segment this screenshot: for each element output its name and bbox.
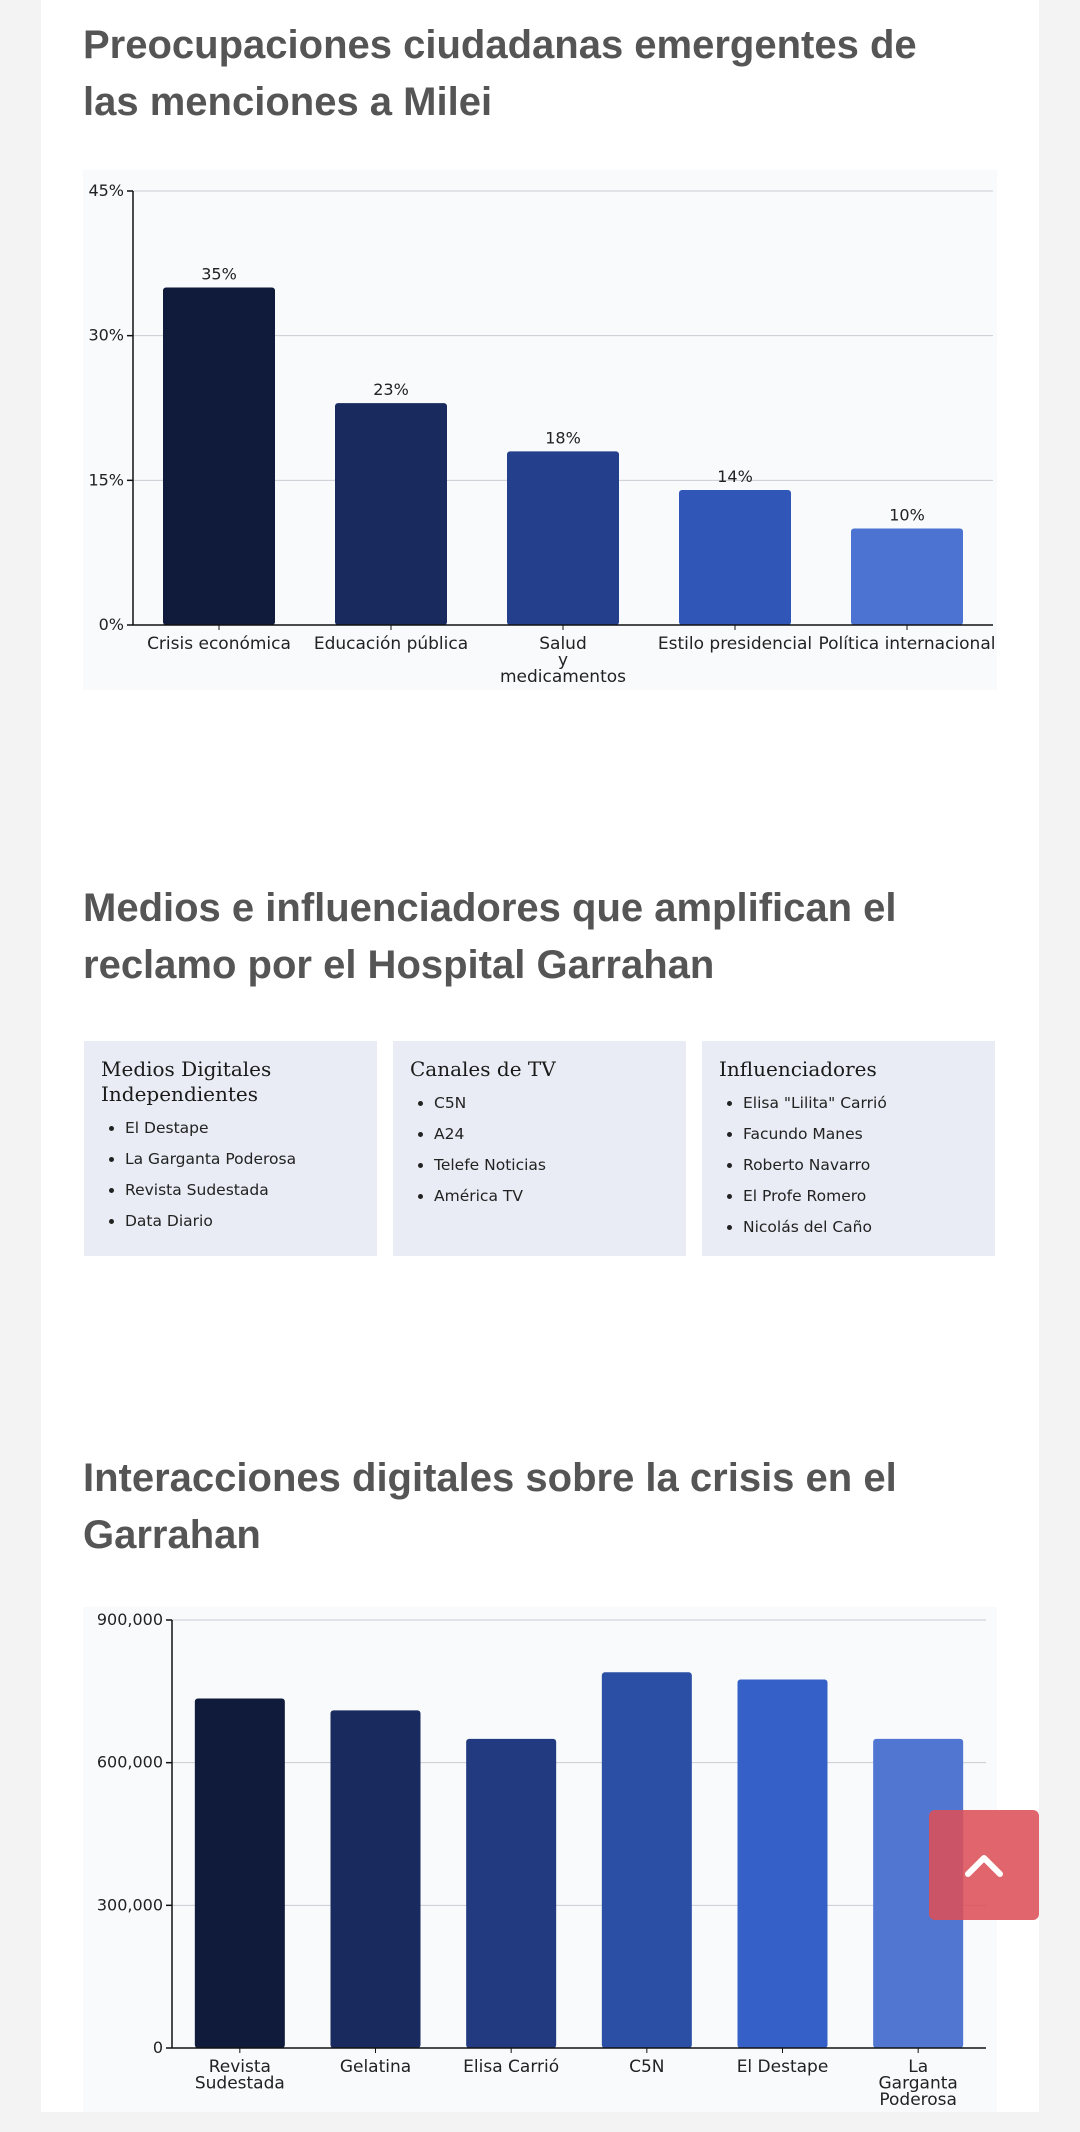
list-item: Roberto Navarro xyxy=(743,1150,979,1181)
y-tick-label: 0% xyxy=(99,615,124,634)
x-tick-label: Elisa Carrió xyxy=(463,2057,559,2077)
list-item: Revista Sudestada xyxy=(125,1175,361,1206)
x-tick-label: Revista xyxy=(209,2057,271,2077)
bar xyxy=(737,1679,828,2048)
card-title: Medios Digitales Independientes xyxy=(101,1057,272,1106)
bar xyxy=(330,1710,421,2048)
list-item: A24 xyxy=(434,1119,670,1150)
bar xyxy=(163,287,275,625)
x-tick-label: C5N xyxy=(629,2057,664,2077)
list-item: El Profe Romero xyxy=(743,1181,979,1212)
bar xyxy=(679,489,791,625)
list-item: Elisa "Lilita" Carrió xyxy=(743,1088,979,1119)
section-title-concerns: Preocupaciones ciudadanas emergentes de … xyxy=(83,23,917,124)
bar xyxy=(851,528,963,625)
x-tick-label: Política internacional xyxy=(819,634,996,654)
data-label: 35% xyxy=(201,264,237,283)
x-tick-label: Salud xyxy=(539,634,587,654)
list-item: América TV xyxy=(434,1181,670,1212)
y-tick-label: 600,000 xyxy=(97,1753,163,1772)
section-title-media: Medios e influenciadores que amplifican … xyxy=(83,886,897,987)
x-tick-label: Poderosa xyxy=(879,2090,957,2110)
card-list: C5N A24 Telefe Noticias América TV xyxy=(410,1088,670,1212)
x-tick-label: Sudestada xyxy=(195,2074,285,2094)
card-list: Elisa "Lilita" Carrió Facundo Manes Robe… xyxy=(719,1088,979,1243)
data-label: 23% xyxy=(373,380,409,399)
list-item: Data Diario xyxy=(125,1206,361,1237)
interactions-chart: Revista Sudestada Gelatina Elisa Carrió C5N E… xyxy=(83,1607,997,2112)
chevron-up-icon xyxy=(965,1855,1003,1877)
list-item: La Garganta Poderosa xyxy=(125,1144,361,1175)
list-item: Facundo Manes xyxy=(743,1119,979,1150)
x-tick-label: medicamentos xyxy=(500,667,626,687)
x-tick-label: y xyxy=(558,651,568,671)
list-item: Telefe Noticias xyxy=(434,1150,670,1181)
list-item: El Destape xyxy=(125,1113,361,1144)
section-title-interactions: Interacciones digitales sobre la crisis … xyxy=(83,1456,897,1557)
list-item: C5N xyxy=(434,1088,670,1119)
data-label: 18% xyxy=(545,428,581,447)
x-tick-label: Estilo presidencial xyxy=(658,634,812,654)
card-influencers: Influenciadores Elisa "Lilita" Carrió Fa… xyxy=(702,1041,995,1256)
y-tick-label: 300,000 xyxy=(97,1895,163,1914)
y-tick-label: 45% xyxy=(88,181,124,200)
card-list: El Destape La Garganta Poderosa Revista … xyxy=(101,1113,361,1237)
bar xyxy=(601,1672,692,2048)
card-digital-media: Medios Digitales Independientes El Desta… xyxy=(84,1041,377,1256)
y-tick-label: 30% xyxy=(88,326,124,345)
card-title: Canales de TV xyxy=(410,1057,556,1081)
y-tick-label: 0 xyxy=(153,2038,163,2057)
list-item: Nicolás del Caño xyxy=(743,1212,979,1243)
page-content: Preocupaciones ciudadanas emergentes de … xyxy=(41,0,1039,2112)
x-tick-label: El Destape xyxy=(737,2057,829,2077)
card-tv-channels: Canales de TV C5N A24 Telefe Noticias Am… xyxy=(393,1041,686,1256)
scroll-to-top-button[interactable] xyxy=(929,1810,1039,1920)
bar xyxy=(466,1738,557,2048)
x-tick-label: La xyxy=(908,2057,928,2077)
x-tick-label: Gelatina xyxy=(340,2057,411,2077)
data-label: 10% xyxy=(889,506,925,525)
y-tick-label: 15% xyxy=(88,470,124,489)
x-tick-label: Garganta xyxy=(878,2074,957,2094)
bar xyxy=(507,451,619,625)
concerns-chart: 35% Crisis económica 23% Educación pública 1… xyxy=(83,170,997,690)
media-cards: Medios Digitales Independientes El Desta… xyxy=(84,1041,996,1256)
bar xyxy=(194,1698,285,2048)
x-tick-label: Educación pública xyxy=(314,634,468,654)
concerns-bar-chart: 35% Crisis económica 23% Educación pública 1… xyxy=(88,181,996,687)
data-label: 14% xyxy=(717,467,753,486)
card-title: Influenciadores xyxy=(719,1057,877,1081)
y-tick-label: 900,000 xyxy=(97,1610,163,1629)
bar xyxy=(335,403,447,625)
x-tick-label: Crisis económica xyxy=(147,634,291,654)
